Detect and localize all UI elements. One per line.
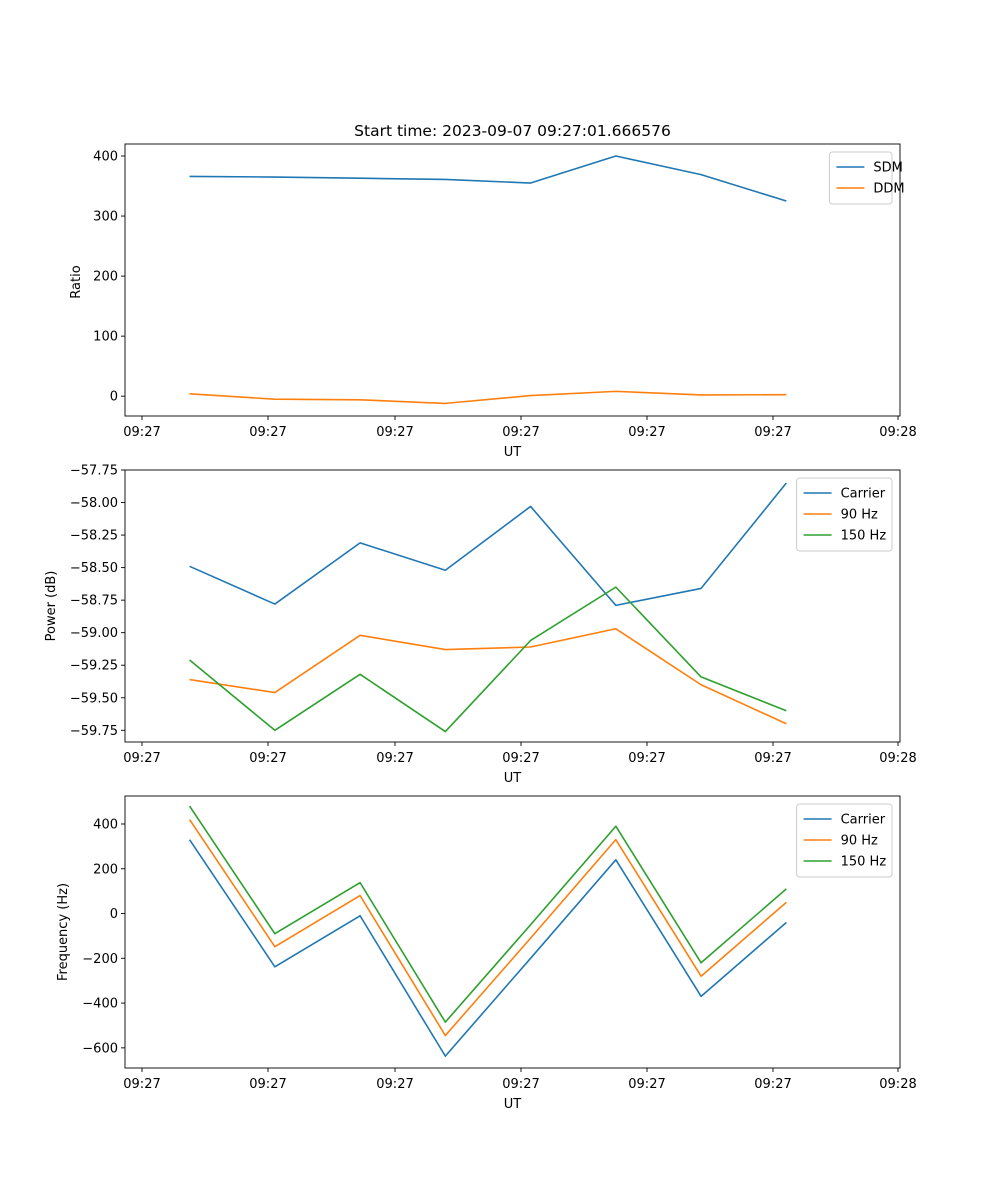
x-axis-label: UT xyxy=(504,445,522,460)
y-tick-label: 400 xyxy=(93,150,118,165)
y-tick-label: −59.00 xyxy=(70,626,118,641)
legend: Carrier 90 Hz 150 Hz xyxy=(796,803,893,878)
axes-frame xyxy=(124,143,901,417)
y-tick-label: −600 xyxy=(82,1041,118,1056)
x-tick-label: 09:28 xyxy=(879,425,916,440)
x-tick-label: 09:27 xyxy=(123,425,160,440)
y-tick-label: 100 xyxy=(93,330,118,345)
ratio-plot-area: 09:27 09:27 09:27 09:27 09:27 09:27 09:28 0 100 2… xyxy=(93,143,917,440)
y-tick-label: 400 xyxy=(93,817,118,832)
x-axis-label: UT xyxy=(504,771,522,786)
legend-label: Carrier xyxy=(841,487,886,502)
legend-label: SDM xyxy=(873,161,902,176)
series-line-90-hz xyxy=(188,819,787,1037)
x-tick-label: 09:27 xyxy=(376,751,413,766)
power-plot-area: 09:27 09:27 09:27 09:27 09:27 09:27 09:28 −57.7… xyxy=(70,464,917,767)
series-line-carrier xyxy=(189,482,787,607)
x-tick-label: 09:27 xyxy=(628,751,665,766)
legend-label: 150 Hz xyxy=(841,855,887,870)
x-tick-label: 09:27 xyxy=(628,1077,665,1092)
y-axis-label: Frequency (Hz) xyxy=(56,883,71,981)
x-tick-label: 09:27 xyxy=(249,751,286,766)
x-tick-label: 09:27 xyxy=(249,425,286,440)
x-tick-label: 09:27 xyxy=(249,1077,286,1092)
power-panel: 09:27 09:27 09:27 09:27 09:27 09:27 09:28 −57.7… xyxy=(44,464,917,787)
legend-label: 150 Hz xyxy=(841,529,887,544)
y-tick-label: 200 xyxy=(93,270,118,285)
y-tick-label: −59.50 xyxy=(70,691,118,706)
legend-label: DDM xyxy=(873,182,904,197)
legend-box xyxy=(796,477,893,552)
y-tick-label: 300 xyxy=(93,210,118,225)
series-line-sdm xyxy=(189,155,787,202)
x-tick-label: 09:27 xyxy=(502,1077,539,1092)
chart-title: Start time: 2023-09-07 09:27:01.666576 xyxy=(354,122,671,140)
x-tick-label: 09:27 xyxy=(376,1077,413,1092)
x-axis-label: UT xyxy=(504,1097,522,1112)
y-tick-label: 0 xyxy=(110,390,118,405)
y-tick-label: −59.25 xyxy=(70,659,118,674)
series-line-carrier xyxy=(188,839,787,1057)
ratio-panel: Start time: 2023-09-07 09:27:01.666576 0… xyxy=(69,122,917,460)
legend-label: Carrier xyxy=(841,813,886,828)
y-tick-label: −200 xyxy=(82,952,118,967)
y-tick-label: −58.25 xyxy=(70,529,118,544)
y-tick-label: −58.75 xyxy=(70,594,118,609)
x-tick-label: 09:27 xyxy=(754,1077,791,1092)
series-line-90-hz xyxy=(189,627,787,725)
legend: SDM DDM xyxy=(828,151,905,205)
frequency-panel: 09:27 09:27 09:27 09:27 09:27 09:27 09:28 −600 −… xyxy=(56,795,917,1112)
x-tick-label: 09:28 xyxy=(879,1077,916,1092)
legend: Carrier 90 Hz 150 Hz xyxy=(796,477,893,552)
y-axis-label: Ratio xyxy=(69,265,84,298)
y-tick-label: −58.00 xyxy=(70,496,118,511)
y-tick-label: −400 xyxy=(82,997,118,1012)
y-axis-label: Power (dB) xyxy=(44,571,59,642)
frequency-plot-area: 09:27 09:27 09:27 09:27 09:27 09:27 09:28 −600 −… xyxy=(82,795,917,1092)
x-tick-label: 09:27 xyxy=(123,751,160,766)
series-line-150-hz xyxy=(188,805,787,1023)
y-tick-label: 0 xyxy=(110,907,118,922)
x-tick-label: 09:27 xyxy=(754,425,791,440)
x-tick-label: 09:27 xyxy=(754,751,791,766)
x-tick-label: 09:27 xyxy=(376,425,413,440)
legend-box xyxy=(828,151,893,205)
series-line-ddm xyxy=(189,390,787,405)
x-tick-label: 09:27 xyxy=(502,751,539,766)
legend-box xyxy=(796,803,893,878)
x-tick-label: 09:27 xyxy=(502,425,539,440)
y-tick-label: 200 xyxy=(93,862,118,877)
y-tick-label: −57.75 xyxy=(70,464,118,479)
legend-label: 90 Hz xyxy=(841,834,878,849)
legend-label: 90 Hz xyxy=(841,508,878,523)
x-tick-label: 09:27 xyxy=(628,425,665,440)
x-tick-label: 09:27 xyxy=(123,1077,160,1092)
series-line-150-hz xyxy=(189,586,787,733)
x-tick-label: 09:28 xyxy=(879,751,916,766)
axes-frame xyxy=(124,795,901,1069)
y-tick-label: −59.75 xyxy=(70,724,118,739)
axes-frame xyxy=(124,469,901,743)
y-tick-label: −58.50 xyxy=(70,561,118,576)
